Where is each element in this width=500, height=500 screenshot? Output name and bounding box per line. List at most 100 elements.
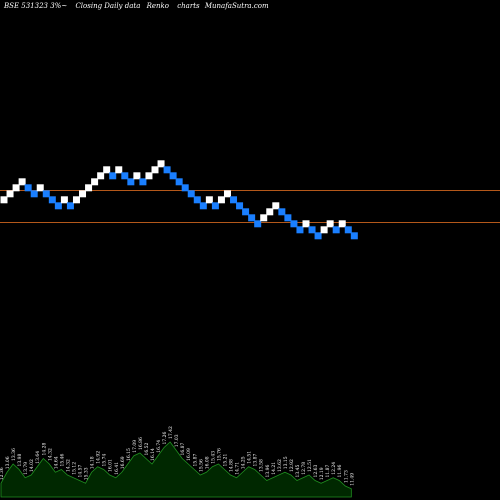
volume-label: 15.21 bbox=[222, 453, 228, 466]
renko-brick-up bbox=[326, 220, 334, 228]
renko-brick-up bbox=[151, 166, 159, 174]
renko-brick-up bbox=[0, 196, 8, 204]
volume-label: 15.56 bbox=[198, 459, 204, 472]
renko-brick-up bbox=[217, 196, 225, 204]
volume-label: 14.21 bbox=[271, 462, 277, 475]
volume-label: 13.96 bbox=[265, 464, 271, 477]
renko-brick-down bbox=[163, 166, 171, 174]
renko-brick-down bbox=[332, 226, 340, 234]
renko-brick-up bbox=[266, 208, 274, 216]
volume-label: 15.74 bbox=[102, 453, 108, 466]
header-desc: Closing Daily data bbox=[75, 2, 140, 10]
volume-label: 11.87 bbox=[325, 464, 331, 477]
volume-label: 11.73 bbox=[343, 470, 349, 483]
renko-brick-up bbox=[338, 220, 346, 228]
volume-label: 13.62 bbox=[277, 459, 283, 472]
renko-brick-down bbox=[48, 196, 56, 204]
renko-brick-down bbox=[139, 178, 147, 186]
renko-brick-up bbox=[320, 226, 328, 234]
volume-label: 15.12 bbox=[71, 462, 77, 475]
renko-brick-up bbox=[91, 178, 99, 186]
renko-brick-down bbox=[193, 196, 201, 204]
volume-label: 12.92 bbox=[289, 459, 295, 472]
volume-label: 14.88 bbox=[229, 459, 235, 472]
renko-brick-up bbox=[18, 178, 26, 186]
volume-label: 16.86 bbox=[138, 437, 144, 450]
renko-brick-down bbox=[187, 190, 195, 198]
volume-label: 12.36 bbox=[0, 467, 5, 480]
volume-label: 16.69 bbox=[120, 456, 126, 469]
renko-brick-up bbox=[223, 190, 231, 198]
renko-brick-down bbox=[54, 202, 62, 210]
volume-label: 14.25 bbox=[241, 456, 247, 469]
renko-brick-up bbox=[85, 184, 93, 192]
header-symbol: BSE 531323 3%~ bbox=[3, 2, 67, 10]
volume-label: 11.49 bbox=[349, 473, 355, 486]
volume-label: 11.96 bbox=[337, 464, 343, 477]
renko-brick-down bbox=[181, 184, 189, 192]
renko-brick-down bbox=[127, 178, 135, 186]
renko-brick-down bbox=[254, 220, 262, 228]
header-charts-word: charts bbox=[177, 2, 200, 10]
renko-brick-down bbox=[314, 232, 322, 240]
volume-label: 14.71 bbox=[235, 462, 241, 475]
renko-brick-down bbox=[175, 178, 183, 186]
volume-label: 13.98 bbox=[17, 453, 23, 466]
volume-label: 16.41 bbox=[114, 462, 120, 475]
volume-label: 13.87 bbox=[253, 453, 259, 466]
renko-bricks bbox=[0, 160, 358, 240]
volume-label: 15.46 bbox=[59, 453, 65, 466]
renko-brick-down bbox=[42, 190, 50, 198]
renko-brick-up bbox=[115, 166, 123, 174]
renko-brick-up bbox=[36, 184, 44, 192]
renko-brick-down bbox=[290, 220, 298, 228]
renko-brick-down bbox=[278, 208, 286, 216]
volume-label: 12.24 bbox=[331, 462, 337, 475]
volume-label: 17.03 bbox=[174, 434, 180, 447]
volume-label: 14.51 bbox=[247, 451, 253, 464]
renko-brick-up bbox=[103, 166, 111, 174]
volume-area bbox=[0, 441, 352, 498]
volume-label: 12.63 bbox=[313, 464, 319, 477]
chart-header: BSE 531323 3%~ Closing Daily data Renko … bbox=[3, 2, 269, 10]
volume-label: 16.08 bbox=[204, 456, 210, 469]
renko-brick-up bbox=[157, 160, 165, 168]
renko-brick-up bbox=[145, 172, 153, 180]
renko-brick-up bbox=[260, 214, 268, 222]
renko-brick-down bbox=[24, 184, 32, 192]
volume-label: 12.51 bbox=[307, 459, 313, 472]
renko-brick-down bbox=[121, 172, 129, 180]
renko-brick-down bbox=[284, 214, 292, 222]
header-chart-kind: Renko bbox=[146, 2, 169, 10]
volume-label: 17.26 bbox=[162, 431, 168, 444]
volume-label: 16.52 bbox=[144, 442, 150, 455]
renko-brick-down bbox=[169, 172, 177, 180]
renko-brick-down bbox=[66, 202, 74, 210]
renko-brick-down bbox=[230, 196, 238, 204]
volume-label: 14.02 bbox=[29, 459, 35, 472]
volume-label: 12.19 bbox=[319, 467, 325, 480]
volume-label: 13.64 bbox=[35, 451, 41, 464]
renko-brick-up bbox=[97, 172, 105, 180]
volume-label: 16.87 bbox=[180, 442, 186, 455]
header-site: MunafaSutra.com bbox=[204, 2, 269, 10]
renko-brick-down bbox=[30, 190, 38, 198]
renko-brick-down bbox=[109, 172, 117, 180]
volume-label: 15.76 bbox=[216, 448, 222, 461]
renko-brick-down bbox=[236, 202, 244, 210]
volume-label: 14.92 bbox=[96, 451, 102, 464]
renko-brick-up bbox=[6, 190, 14, 198]
renko-brick-up bbox=[12, 184, 20, 192]
volume-label: 15.87 bbox=[192, 453, 198, 466]
renko-brick-down bbox=[296, 226, 304, 234]
volume-label: 13.36 bbox=[11, 448, 17, 461]
volume-label: 15.43 bbox=[210, 451, 216, 464]
volume-label: 14.64 bbox=[53, 456, 59, 469]
renko-brick-up bbox=[272, 202, 280, 210]
volume-label: 14.32 bbox=[65, 459, 71, 472]
renko-brick-up bbox=[60, 196, 68, 204]
volume-label: 13.45 bbox=[295, 464, 301, 477]
volume-label: 13.58 bbox=[259, 459, 265, 472]
